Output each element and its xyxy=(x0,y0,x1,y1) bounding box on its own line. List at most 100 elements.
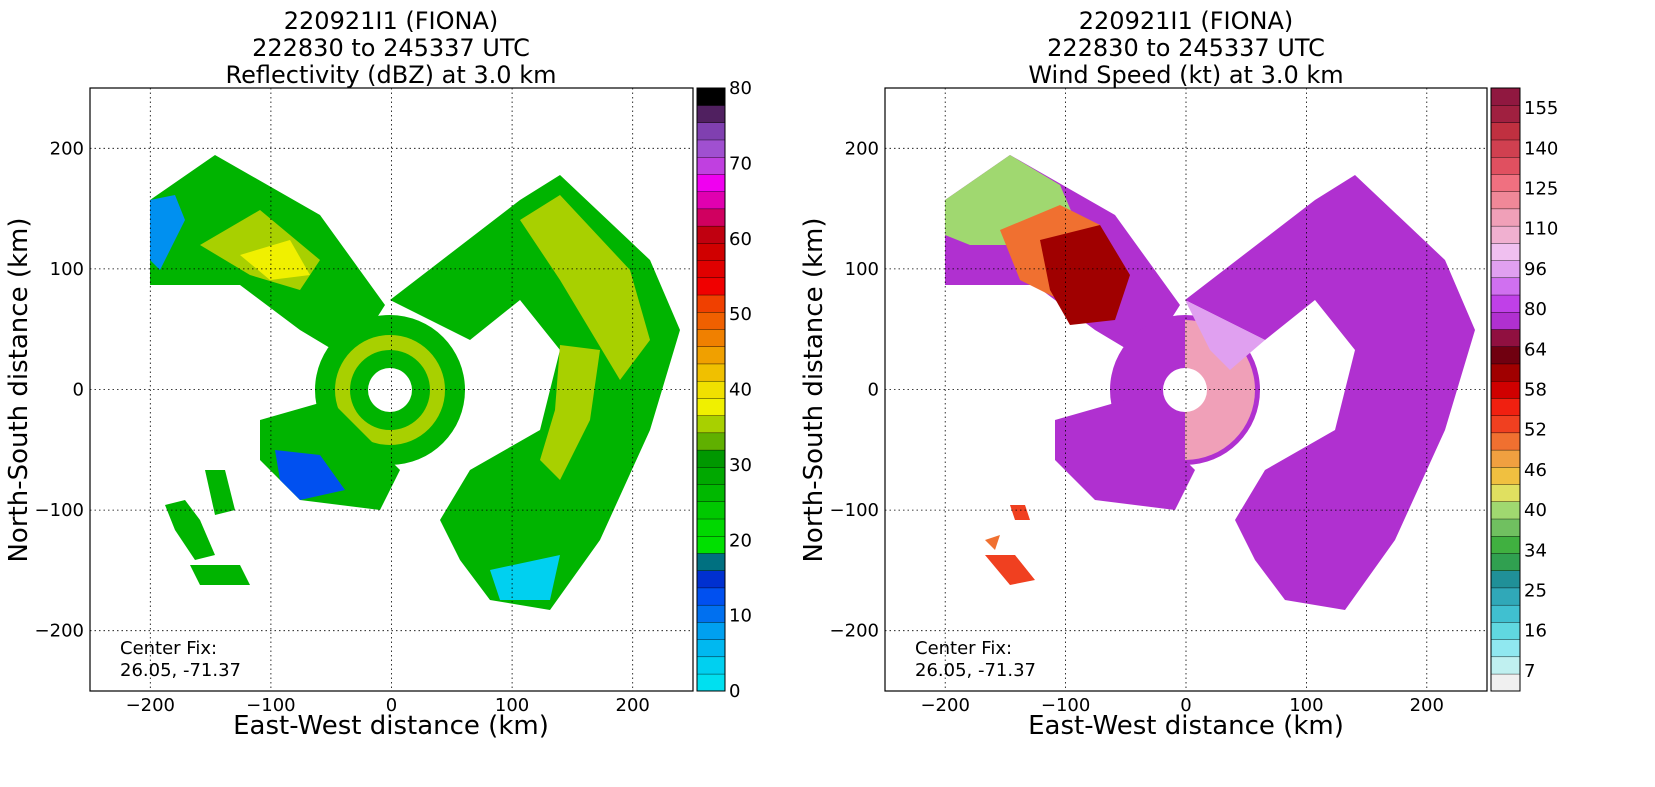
panel2-grid xyxy=(885,88,1487,691)
colorbar-swatch xyxy=(696,122,726,141)
colorbar-swatch xyxy=(696,501,726,520)
colorbar-swatch xyxy=(1490,587,1521,606)
colorbar-tick-label: 125 xyxy=(1524,179,1558,200)
colorbar-swatch xyxy=(696,466,726,485)
panel1-title-line2: 222830 to 245337 UTC xyxy=(252,34,530,62)
wind-speed-field xyxy=(945,155,1475,610)
colorbar-tick-label: 40 xyxy=(729,380,752,401)
colorbar-swatch xyxy=(1490,639,1521,658)
colorbar-tick-label: 30 xyxy=(729,455,752,476)
colorbar-tick-label: 20 xyxy=(729,530,752,551)
colorbar-swatch xyxy=(1490,329,1521,347)
reflectivity-field xyxy=(150,155,680,610)
colorbar-swatch xyxy=(1490,501,1521,520)
colorbar-tick-label: 0 xyxy=(729,681,740,702)
colorbar-swatch xyxy=(696,415,726,434)
colorbar-swatch xyxy=(1490,346,1521,365)
y-tick-label: −100 xyxy=(35,500,84,521)
colorbar-swatch xyxy=(1490,156,1521,175)
colorbar-tick-label: 52 xyxy=(1524,420,1547,441)
colorbar-swatch xyxy=(1490,397,1521,416)
x-tick-label: −100 xyxy=(246,695,295,716)
colorbar-swatch xyxy=(696,329,726,347)
colorbar-swatch xyxy=(696,139,726,158)
colorbar-tick-label: 34 xyxy=(1524,540,1547,561)
colorbar-swatch xyxy=(696,673,726,692)
colorbar-swatch xyxy=(696,535,726,554)
colorbar-swatch xyxy=(1490,225,1521,244)
y-tick-label: −200 xyxy=(830,621,879,642)
colorbar-tick-label: 46 xyxy=(1524,460,1547,481)
colorbar-swatch xyxy=(1490,294,1521,313)
colorbar-swatch xyxy=(1490,277,1521,296)
colorbar-swatch xyxy=(696,518,726,537)
colorbar-swatch xyxy=(1490,87,1521,106)
y-tick-label: 100 xyxy=(50,259,84,280)
x-tick-label: −200 xyxy=(920,695,969,716)
y-tick-label: −100 xyxy=(830,500,879,521)
colorbar-swatch xyxy=(696,432,726,451)
colorbar-swatch xyxy=(1490,208,1521,227)
colorbar-swatch xyxy=(696,621,726,640)
colorbar-swatch xyxy=(696,156,726,175)
colorbar-tick-label: 155 xyxy=(1524,98,1558,119)
colorbar-tick-label: 16 xyxy=(1524,621,1547,642)
colorbar-swatch xyxy=(696,277,726,296)
colorbar-swatch xyxy=(1490,673,1521,692)
panel1-title-line3: Reflectivity (dBZ) at 3.0 km xyxy=(226,61,557,89)
panel2-title-line2: 222830 to 245337 UTC xyxy=(1047,34,1325,62)
colorbar-swatch xyxy=(696,484,726,502)
x-tick-label: 0 xyxy=(1180,695,1191,716)
colorbar-swatch xyxy=(1490,380,1521,399)
colorbar-tick-label: 40 xyxy=(1524,500,1547,521)
colorbar-swatch xyxy=(1490,260,1521,279)
y-tick-label: 0 xyxy=(73,380,84,401)
y-tick-label: 200 xyxy=(845,138,879,159)
y-tick-label: 0 xyxy=(868,380,879,401)
colorbar-swatch xyxy=(696,173,726,192)
colorbar-frame xyxy=(696,87,726,692)
colorbar-swatch xyxy=(1490,484,1521,502)
colorbar-tick-label: 64 xyxy=(1524,339,1547,360)
colorbar-swatch xyxy=(1490,621,1521,640)
colorbar-swatch xyxy=(696,656,726,675)
colorbar-tick-label: 58 xyxy=(1524,380,1547,401)
colorbar-swatch xyxy=(1490,363,1521,382)
colorbar-swatch xyxy=(696,380,726,399)
panel2-ticks: −200 −100 0 100 200 −200 −100 0 100 200 xyxy=(830,138,1444,716)
colorbar-swatch xyxy=(696,552,726,571)
colorbar-swatch xyxy=(696,260,726,279)
colorbar-swatch xyxy=(696,311,726,330)
colorbar-swatch xyxy=(696,294,726,313)
panel-wind-speed: 220921I1 (FIONA) 222830 to 245337 UTC Wi… xyxy=(799,7,1558,741)
colorbar-swatch xyxy=(1490,656,1521,675)
colorbar-swatch xyxy=(1490,105,1521,123)
panel2-ylabel: North-South distance (km) xyxy=(799,217,829,562)
colorbar-swatch xyxy=(1490,122,1521,141)
colorbar-tick-label: 25 xyxy=(1524,581,1547,602)
panel1-ticks: −200 −100 0 100 200 −200 −100 0 100 200 xyxy=(35,138,650,716)
colorbar-swatch xyxy=(1490,242,1521,261)
colorbar-swatch xyxy=(696,87,726,106)
colorbar-swatch xyxy=(696,363,726,382)
colorbar-swatch xyxy=(696,449,726,468)
colorbar-swatch xyxy=(696,397,726,416)
panel1-title-line1: 220921I1 (FIONA) xyxy=(284,7,498,35)
x-tick-label: 100 xyxy=(495,695,529,716)
panel1-xlabel: East-West distance (km) xyxy=(233,711,549,741)
panel1-ylabel: North-South distance (km) xyxy=(4,217,34,562)
panel1-grid xyxy=(90,88,693,691)
x-tick-label: 200 xyxy=(616,695,650,716)
panel2-center-fix-value: 26.05, -71.37 xyxy=(915,660,1036,681)
colorbar-swatch xyxy=(1490,191,1521,210)
colorbar-tick-label: 80 xyxy=(1524,299,1547,320)
colorbar-swatch xyxy=(696,105,726,123)
colorbar-swatch xyxy=(1490,552,1521,571)
colorbar-frame xyxy=(1490,87,1521,692)
colorbar-tick-label: 96 xyxy=(1524,259,1547,280)
panel2-title-line1: 220921I1 (FIONA) xyxy=(1079,7,1293,35)
panel2-colorbar: 7 16 25 34 40 46 52 58 64 80 96 110 125 140 155 xyxy=(1490,87,1558,692)
colorbar-swatch xyxy=(696,570,726,589)
colorbar-tick-label: 60 xyxy=(729,229,752,250)
